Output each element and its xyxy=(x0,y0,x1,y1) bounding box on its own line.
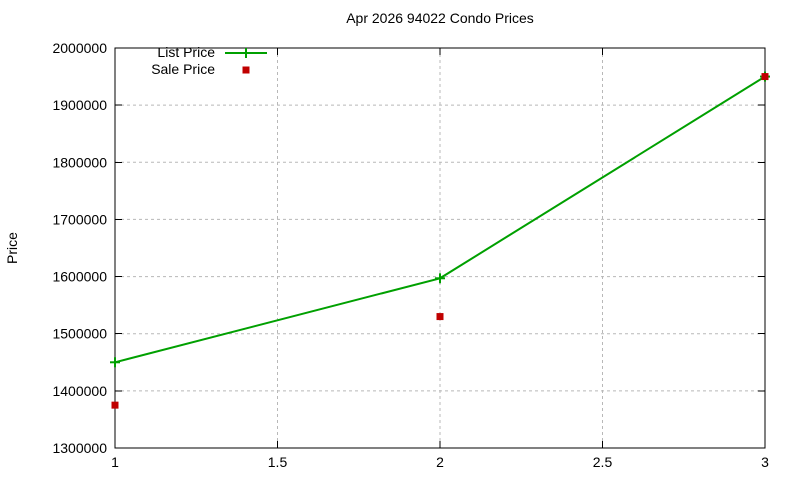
chart-title: Apr 2026 94022 Condo Prices xyxy=(346,10,534,26)
list-price-line-sample-icon xyxy=(225,47,267,58)
sale-price-marker-sample-icon xyxy=(242,66,250,73)
legend-item-list-price: List Price xyxy=(120,44,269,61)
svg-text:1800000: 1800000 xyxy=(52,154,107,170)
svg-text:1: 1 xyxy=(111,454,119,470)
legend: List Price Sale Price xyxy=(120,44,269,78)
svg-text:1600000: 1600000 xyxy=(52,269,107,285)
svg-text:1900000: 1900000 xyxy=(52,97,107,113)
svg-text:3: 3 xyxy=(761,454,769,470)
svg-text:2.5: 2.5 xyxy=(593,454,613,470)
svg-text:1400000: 1400000 xyxy=(52,383,107,399)
legend-label-list-price: List Price xyxy=(157,44,215,60)
svg-text:1.5: 1.5 xyxy=(268,454,288,470)
svg-text:1700000: 1700000 xyxy=(52,211,107,227)
svg-text:2000000: 2000000 xyxy=(52,40,107,56)
svg-text:2: 2 xyxy=(436,454,444,470)
svg-text:1500000: 1500000 xyxy=(52,326,107,342)
legend-label-sale-price: Sale Price xyxy=(151,61,215,77)
legend-item-sale-price: Sale Price xyxy=(120,61,269,78)
svg-text:1300000: 1300000 xyxy=(52,440,107,456)
